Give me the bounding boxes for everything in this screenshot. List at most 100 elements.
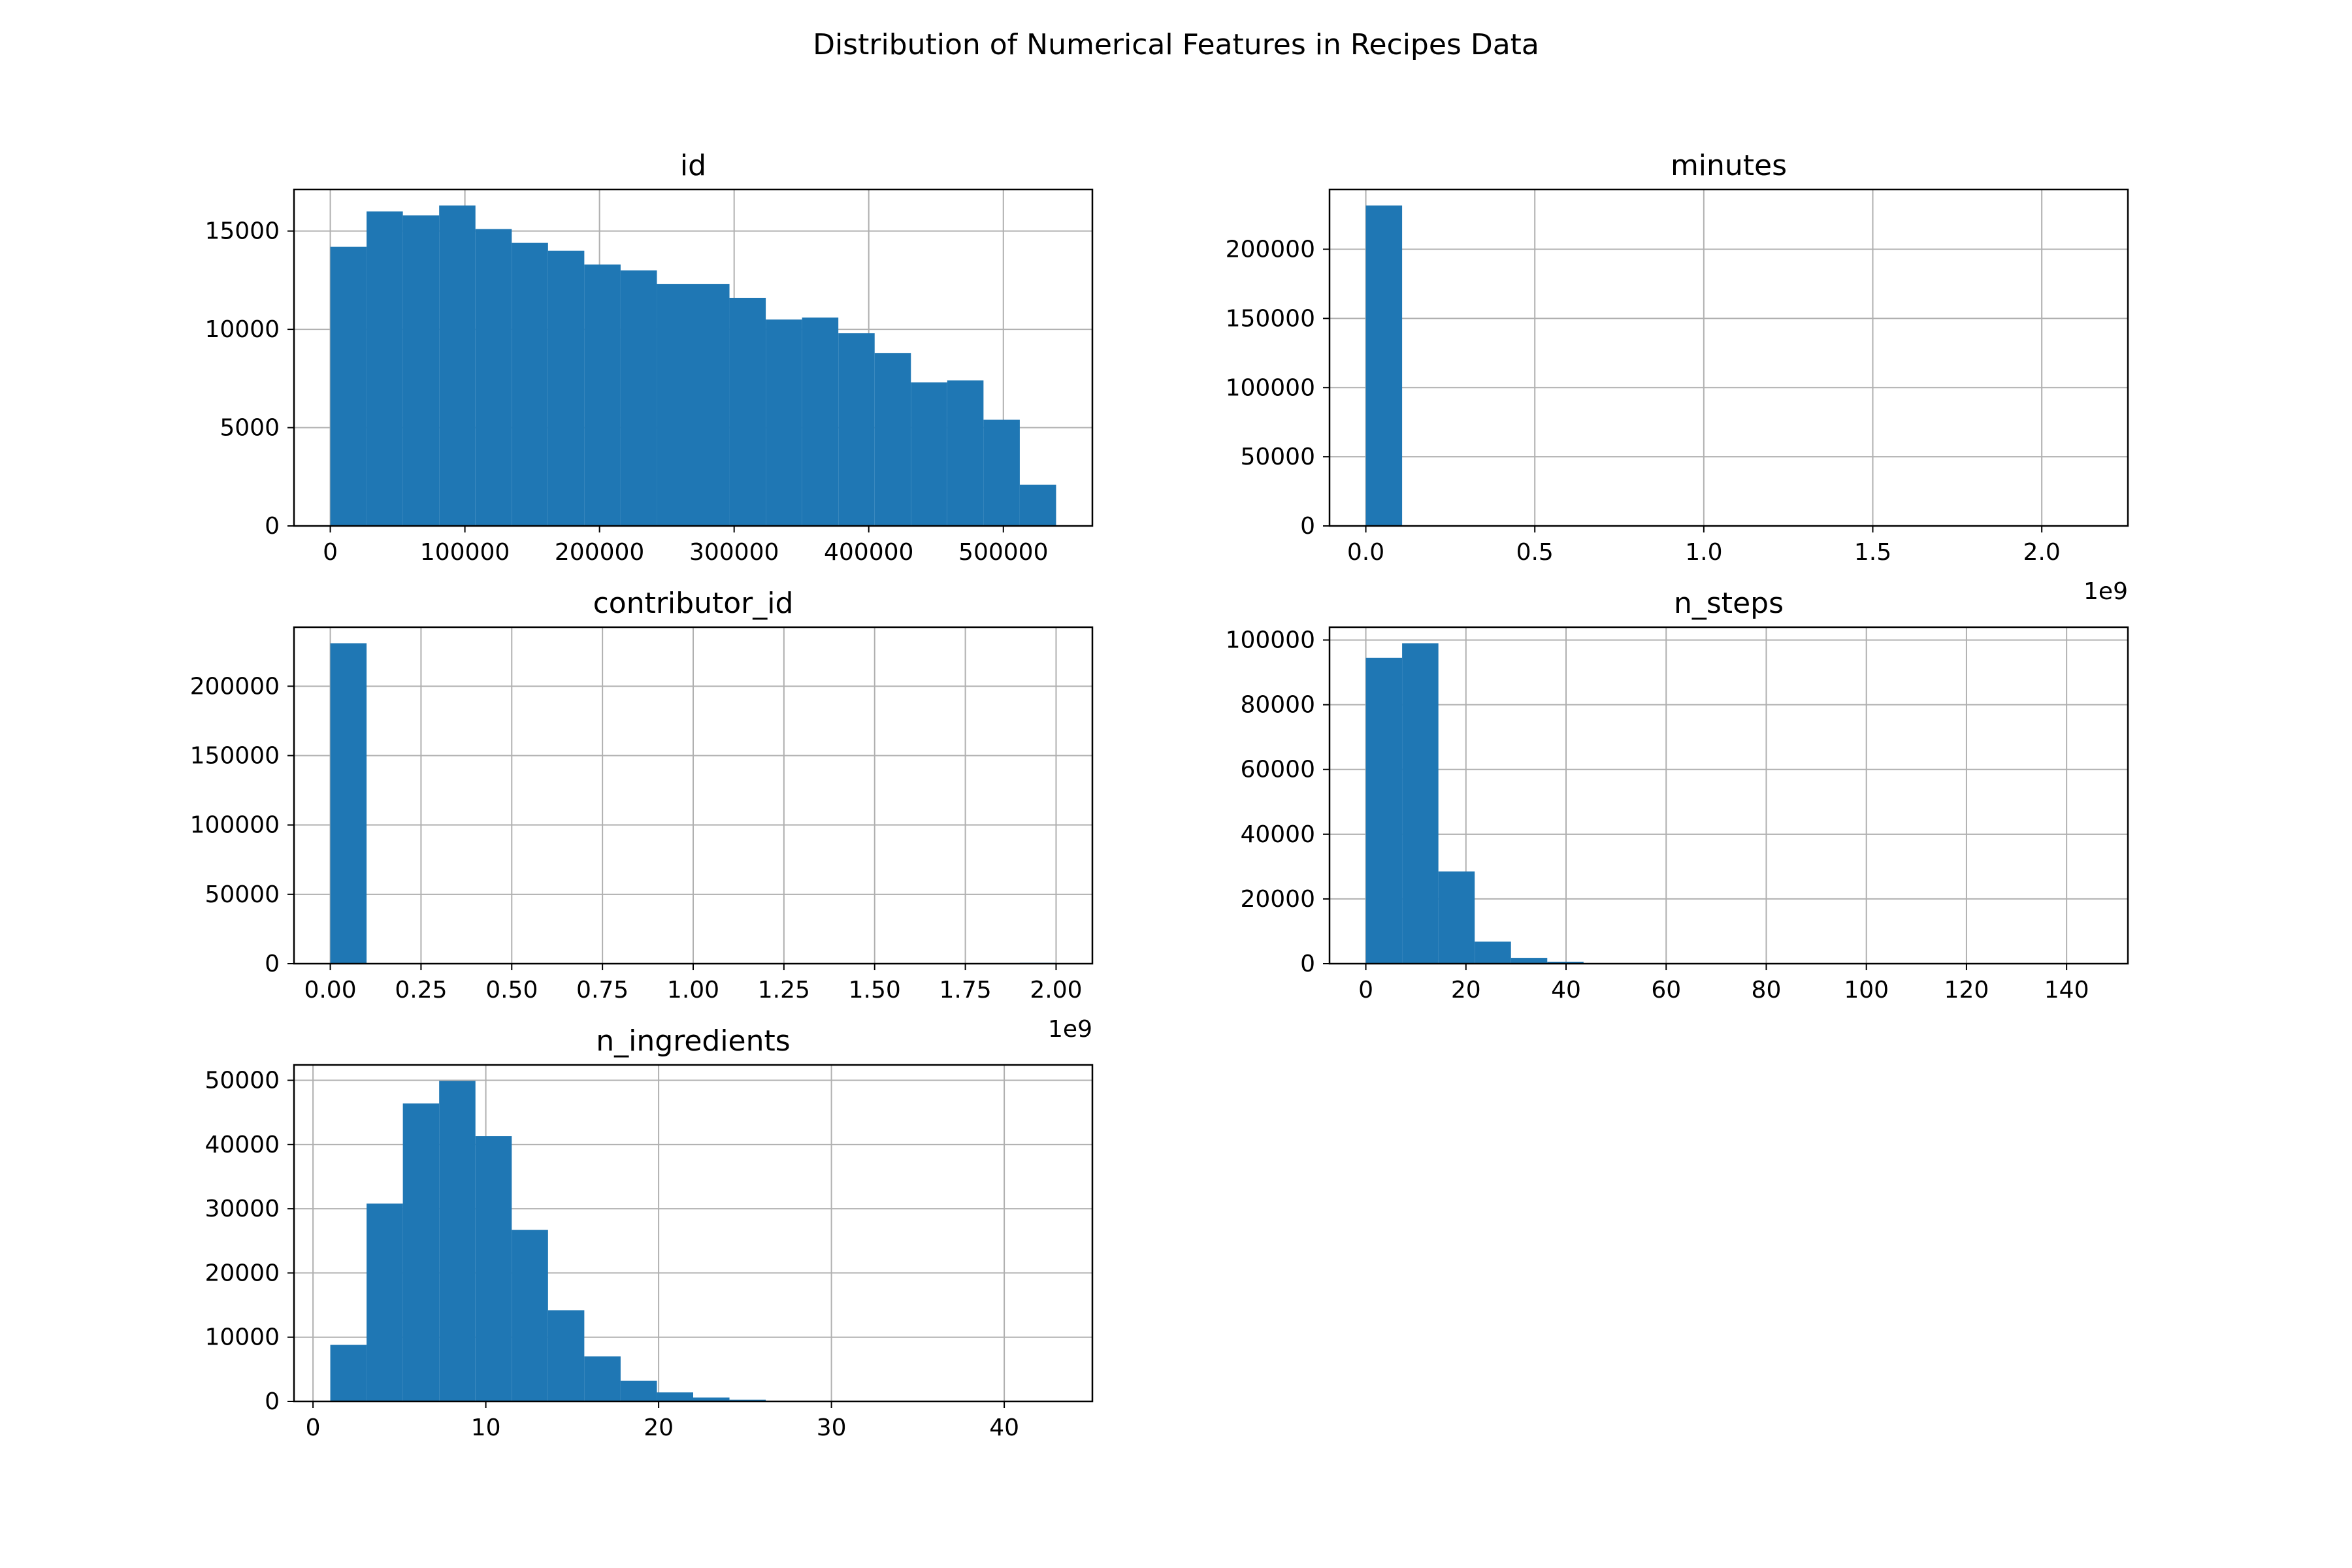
- histogram-bar: [512, 242, 548, 526]
- x-tick-label: 40: [989, 1414, 1019, 1441]
- subplot-title: n_steps: [1674, 587, 1784, 620]
- histogram-bar: [1475, 941, 1511, 964]
- x-tick-label: 1.75: [939, 977, 992, 1004]
- y-tick-label: 50000: [204, 881, 280, 908]
- subplot-minutes: 0.0 0.5 1.0 1.5 2.0 0 50000 100000 150000 200000 m…: [1226, 149, 2129, 605]
- histogram-bar: [584, 1356, 621, 1401]
- histogram-bar: [1019, 484, 1056, 526]
- y-tick-label: 80000: [1240, 692, 1315, 719]
- x-tick-label: 400000: [824, 539, 913, 566]
- histogram-bar: [1402, 643, 1439, 964]
- histogram-bar: [620, 270, 657, 526]
- histogram-bar: [1511, 958, 1548, 964]
- x-tick-label: 100: [1844, 977, 1889, 1004]
- histogram-bar: [947, 380, 984, 526]
- x-offset-text: 1e9: [1048, 1016, 1092, 1043]
- y-tick-label: 50000: [204, 1068, 280, 1094]
- x-tick-label: 100000: [420, 539, 510, 566]
- subplot-title: contributor_id: [593, 587, 794, 620]
- histogram-bar: [330, 1345, 367, 1401]
- subplot-title: minutes: [1671, 149, 1787, 182]
- y-tick-label: 10000: [204, 1324, 280, 1351]
- y-tick-label: 60000: [1240, 757, 1315, 783]
- y-tick-label: 0: [265, 951, 280, 977]
- x-tick-label: 2.0: [2023, 539, 2061, 566]
- histogram-bar: [874, 353, 911, 526]
- subplot-title: n_ingredients: [596, 1024, 790, 1058]
- histogram-bar: [657, 284, 693, 526]
- y-tick-label: 100000: [1226, 627, 1315, 654]
- histogram-bar: [693, 1397, 730, 1401]
- y-tick-label: 30000: [204, 1196, 280, 1222]
- histogram-bar: [330, 246, 367, 526]
- x-tick-label: 0.00: [304, 977, 356, 1004]
- histogram-bar: [584, 264, 621, 526]
- x-tick-label: 30: [817, 1414, 847, 1441]
- x-tick-label: 0.75: [576, 977, 629, 1004]
- histogram-bar: [1547, 962, 1584, 964]
- x-tick-label: 1.5: [1854, 539, 1891, 566]
- subplot-title: id: [680, 149, 706, 182]
- histogram-bar: [983, 419, 1020, 526]
- histogram-bar: [657, 1392, 693, 1401]
- y-tick-label: 0: [265, 1388, 280, 1415]
- histogram-bar: [475, 1136, 512, 1401]
- y-tick-label: 0: [265, 513, 280, 540]
- x-tick-label: 1.00: [667, 977, 719, 1004]
- y-tick-label: 150000: [1226, 305, 1315, 332]
- histogram-bar: [802, 318, 839, 526]
- x-tick-label: 20: [644, 1414, 674, 1441]
- y-tick-label: 20000: [1240, 886, 1315, 913]
- axes-frame: [293, 1064, 1094, 1403]
- x-tick-label: 0.50: [485, 977, 538, 1004]
- y-tick-label: 40000: [204, 1132, 280, 1158]
- y-tick-label: 200000: [1226, 237, 1315, 263]
- x-tick-label: 200000: [555, 539, 644, 566]
- histogram-bar: [620, 1380, 657, 1401]
- histogram-bar: [330, 643, 367, 964]
- histogram-bar: [693, 284, 730, 526]
- y-tick-label: 50000: [1240, 444, 1315, 470]
- x-tick-label: 0.5: [1516, 539, 1554, 566]
- x-tick-label: 10: [471, 1414, 501, 1441]
- y-tick-label: 15000: [204, 218, 280, 245]
- figure-suptitle: Distribution of Numerical Features in Re…: [813, 28, 1539, 61]
- plot-area: [1330, 189, 2128, 526]
- x-tick-label: 500000: [958, 539, 1048, 566]
- histogram-bar: [1365, 205, 1403, 526]
- histogram-bar: [367, 211, 403, 526]
- histogram-bar: [547, 1310, 585, 1401]
- histogram-bar: [402, 215, 440, 526]
- x-tick-label: 140: [2044, 977, 2089, 1004]
- y-tick-label: 40000: [1240, 821, 1315, 848]
- y-tick-label: 100000: [190, 812, 280, 839]
- x-tick-label: 120: [1944, 977, 1989, 1004]
- histogram-bar: [911, 382, 947, 526]
- y-tick-label: 10000: [204, 316, 280, 343]
- histogram-bar: [547, 250, 585, 526]
- histogram-bar: [729, 297, 766, 526]
- subplot-n-steps: 0 20 40 60 80 100 120 140 0 20000 40000 60000 80000 1…: [1226, 587, 2129, 1004]
- x-tick-label: 0: [323, 539, 338, 566]
- x-tick-label: 300000: [689, 539, 779, 566]
- x-tick-label: 60: [1651, 977, 1681, 1004]
- histogram-bar: [475, 229, 512, 526]
- x-tick-label: 2.00: [1030, 977, 1082, 1004]
- axes-frame: [1328, 626, 2129, 965]
- axes-frame: [293, 188, 1094, 527]
- histogram-bar: [439, 1081, 476, 1401]
- x-tick-label: 1.50: [849, 977, 901, 1004]
- histogram-bar: [439, 205, 476, 526]
- subplot-n-ingredients: 0 10 20 30 40 0 10000 20000 30000 40000 50000 n_ing…: [204, 1024, 1094, 1441]
- x-tick-label: 0: [1358, 977, 1373, 1004]
- y-tick-label: 0: [1300, 513, 1315, 540]
- x-tick-label: 40: [1551, 977, 1581, 1004]
- x-tick-label: 0: [306, 1414, 321, 1441]
- histogram-bar: [1365, 657, 1403, 964]
- subplot-contributor-id: 0.00 0.25 0.50 0.75 1.00 1.25 1.50 1.75 2.00 0 500…: [190, 587, 1094, 1043]
- x-offset-text: 1e9: [2083, 578, 2128, 605]
- x-tick-label: 0.25: [395, 977, 447, 1004]
- y-tick-label: 200000: [190, 673, 280, 700]
- x-tick-label: 20: [1451, 977, 1481, 1004]
